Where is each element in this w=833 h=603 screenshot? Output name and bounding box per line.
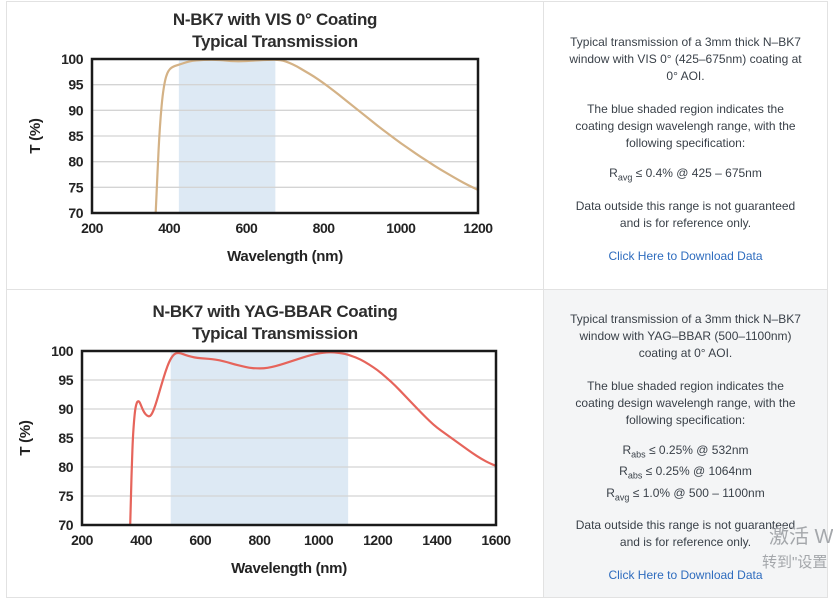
yag-spec-rabs-532: Rabs ≤ 0.25% @ 532nm <box>622 443 749 460</box>
yag-download-data-link[interactable]: Click Here to Download Data <box>608 568 763 583</box>
svg-text:400: 400 <box>158 220 181 236</box>
svg-text:200: 200 <box>81 220 104 236</box>
svg-text:80: 80 <box>68 154 83 170</box>
svg-text:1200: 1200 <box>363 532 393 548</box>
svg-text:85: 85 <box>68 128 83 144</box>
yag-chart-title-line1: N-BK7 with YAG-BBAR Coating <box>152 302 398 321</box>
svg-text:95: 95 <box>68 77 83 93</box>
yag-info-cell: Typical transmission of a 3mm thick N–BK… <box>544 290 827 597</box>
vis-disclaimer: Data outside this range is not guarantee… <box>575 198 796 230</box>
svg-text:Wavelength (nm): Wavelength (nm) <box>227 248 343 265</box>
vis-info-text: Typical transmission of a 3mm thick N–BK… <box>544 2 827 289</box>
yag-spec-ravg: Ravg ≤ 1.0% @ 500 – 1100nm <box>606 485 765 503</box>
yag-chart-title-line2: Typical Transmission <box>192 324 358 343</box>
svg-text:100: 100 <box>61 53 84 67</box>
yag-info-paragraph-2: The blue shaded region indicates the coa… <box>575 378 796 428</box>
svg-text:T (%): T (%) <box>17 420 34 455</box>
svg-text:80: 80 <box>58 459 73 475</box>
vis-transmission-chart: 200 400 600 800 1000 1200 70 75 80 85 90 95 100 Wavel… <box>27 53 494 265</box>
svg-text:800: 800 <box>249 532 272 548</box>
svg-text:85: 85 <box>58 430 73 446</box>
svg-text:200: 200 <box>71 532 94 548</box>
svg-text:100: 100 <box>51 345 74 359</box>
svg-text:1400: 1400 <box>422 532 452 548</box>
svg-text:75: 75 <box>68 179 83 195</box>
svg-text:90: 90 <box>58 401 73 417</box>
svg-text:1600: 1600 <box>481 532 511 548</box>
svg-text:Wavelength (nm): Wavelength (nm) <box>231 560 347 577</box>
yag-info-paragraph-1: Typical transmission of a 3mm thick N–BK… <box>570 311 801 360</box>
svg-text:75: 75 <box>58 488 73 504</box>
vis-chart-title-line2: Typical Transmission <box>192 32 358 51</box>
svg-text:1000: 1000 <box>386 220 416 236</box>
yag-info-text: Typical transmission of a 3mm thick N–BK… <box>544 290 827 597</box>
svg-text:T (%): T (%) <box>27 118 44 153</box>
vis-info-paragraph-2: The blue shaded region indicates the coa… <box>575 102 796 151</box>
vis-download-data-link[interactable]: Click Here to Download Data <box>608 248 763 263</box>
yag-chart-title: N-BK7 with YAG-BBAR Coating Typical Tran… <box>7 301 543 345</box>
vis-info-paragraph-1: Typical transmission of a 3mm thick N–BK… <box>569 35 802 84</box>
vis-info-cell: Typical transmission of a 3mm thick N–BK… <box>544 2 827 290</box>
coating-panels-table: N-BK7 with VIS 0° Coating Typical Transm… <box>6 1 828 598</box>
svg-text:800: 800 <box>313 220 336 236</box>
yag-spec-block: Rabs ≤ 0.25% @ 532nm Rabs ≤ 0.25% @ 1064… <box>606 441 764 505</box>
yag-disclaimer: Data outside this range is not guarantee… <box>575 518 796 550</box>
vis-chart-title: N-BK7 with VIS 0° Coating Typical Transm… <box>7 9 543 53</box>
vis-spec-ravg: Ravg ≤ 0.4% @ 425 – 675nm <box>609 166 762 183</box>
svg-text:70: 70 <box>68 205 83 221</box>
svg-text:90: 90 <box>68 102 83 118</box>
svg-text:95: 95 <box>58 372 73 388</box>
svg-text:70: 70 <box>58 517 73 533</box>
vis-chart-cell: N-BK7 with VIS 0° Coating Typical Transm… <box>7 2 544 290</box>
vis-chart-block: N-BK7 with VIS 0° Coating Typical Transm… <box>7 2 543 278</box>
vis-chart-title-line1: N-BK7 with VIS 0° Coating <box>172 10 378 29</box>
svg-text:1000: 1000 <box>304 532 334 548</box>
svg-text:1200: 1200 <box>463 220 493 236</box>
yag-transmission-chart: 200 400 600 800 1000 1200 1400 1600 70 75 80 85 90 95… <box>17 345 512 577</box>
svg-text:600: 600 <box>189 532 212 548</box>
yag-spec-rabs-1064: Rabs ≤ 0.25% @ 1064nm <box>619 464 752 481</box>
yag-chart-cell: N-BK7 with YAG-BBAR Coating Typical Tran… <box>7 290 544 597</box>
vis-spec-block: Ravg ≤ 0.4% @ 425 – 675nm <box>609 164 762 185</box>
svg-text:600: 600 <box>235 220 258 236</box>
yag-chart-block: N-BK7 with YAG-BBAR Coating Typical Tran… <box>7 290 543 585</box>
svg-text:400: 400 <box>130 532 153 548</box>
